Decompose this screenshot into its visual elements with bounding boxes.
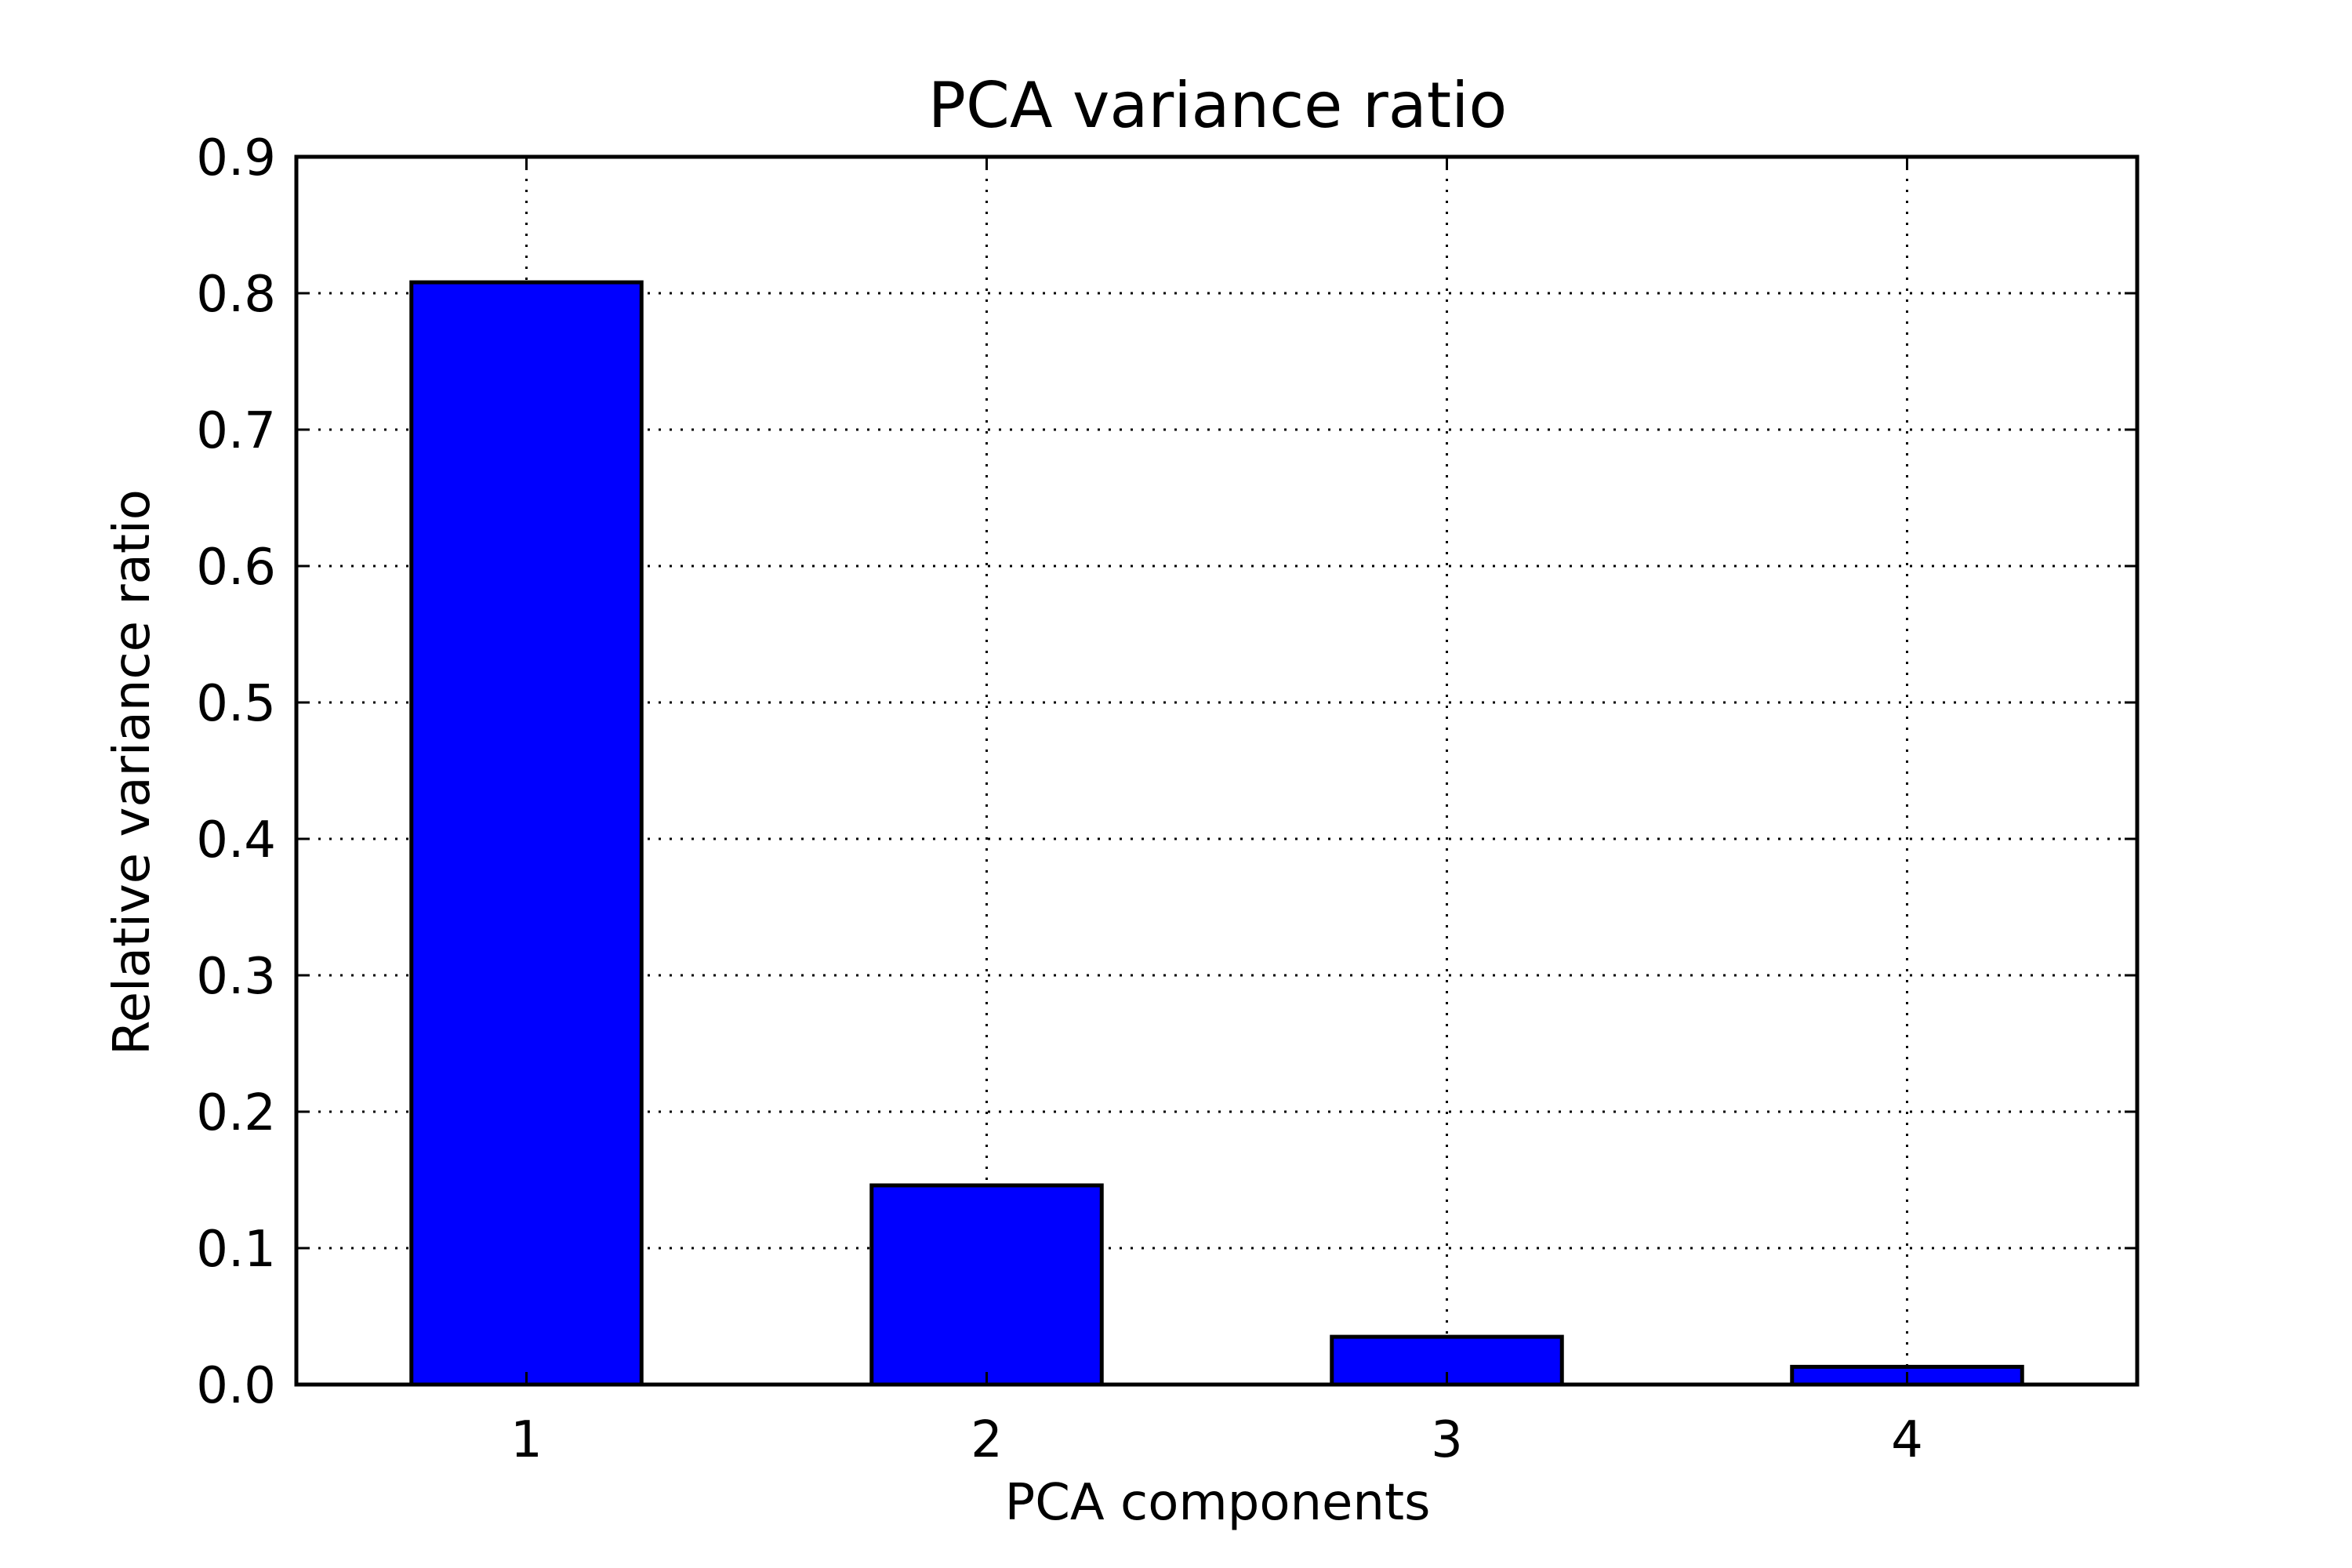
bars bbox=[409, 280, 2024, 1387]
y-tick-label: 0.4 bbox=[196, 811, 276, 869]
y-axis-label: Relative variance ratio bbox=[103, 489, 162, 1055]
x-tick-labels: 1 2 3 4 bbox=[510, 1411, 1923, 1469]
y-tick-label: 0.0 bbox=[196, 1357, 276, 1415]
x-tick-label: 2 bbox=[971, 1411, 1003, 1469]
y-tick-label: 0.7 bbox=[196, 402, 276, 460]
bar-component-1 bbox=[409, 280, 644, 1387]
y-tick-label: 0.3 bbox=[196, 948, 276, 1006]
x-tick-label: 4 bbox=[1891, 1411, 1923, 1469]
y-tick-label: 0.6 bbox=[196, 539, 276, 597]
x-tick-label: 1 bbox=[510, 1411, 543, 1469]
x-axis-label: PCA components bbox=[1005, 1474, 1431, 1532]
y-tick-label: 0.8 bbox=[196, 266, 276, 324]
y-tick-labels: 0.0 0.1 0.2 0.3 0.4 0.5 0.6 0.7 0.8 0.9 bbox=[196, 129, 276, 1415]
bar-component-2 bbox=[869, 1183, 1104, 1387]
y-tick-label: 0.2 bbox=[196, 1084, 276, 1142]
ticks bbox=[296, 155, 2137, 1386]
x-tick-label: 3 bbox=[1431, 1411, 1463, 1469]
plot-frame bbox=[294, 154, 2140, 1387]
y-tick-label: 0.5 bbox=[196, 675, 276, 733]
y-tick-label: 0.9 bbox=[196, 129, 276, 187]
chart-title: PCA variance ratio bbox=[928, 69, 1508, 142]
y-tick-label: 0.1 bbox=[196, 1221, 276, 1279]
